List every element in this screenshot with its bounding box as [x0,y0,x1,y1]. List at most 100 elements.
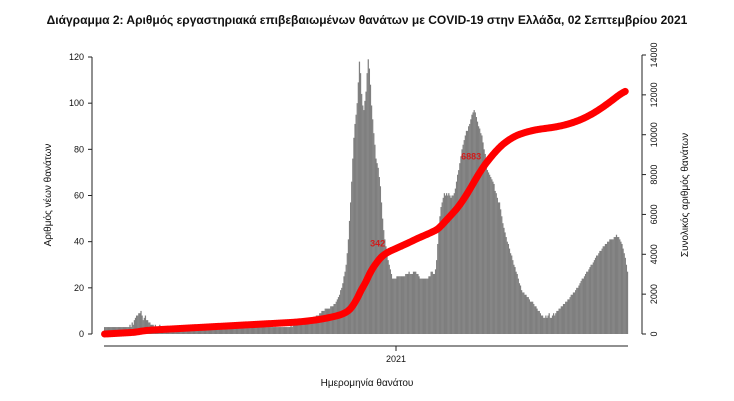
daily-deaths-bar [312,317,314,334]
daily-deaths-bar [530,301,533,334]
daily-deaths-bar [395,278,397,334]
daily-deaths-bar [225,327,227,334]
daily-deaths-bar [362,105,364,334]
daily-deaths-bar [534,306,536,334]
daily-deaths-bar [577,287,579,334]
daily-deaths-bar [539,313,541,334]
left-tick-label: 120 [69,52,84,62]
right-tick-label: 8000 [649,165,659,185]
daily-deaths-bar [440,207,442,334]
daily-deaths-bar [248,327,250,334]
daily-deaths-bar [541,315,544,334]
daily-deaths-bar [625,264,628,334]
daily-deaths-bar [564,303,566,334]
right-tick-label: 2000 [649,284,659,304]
daily-deaths-bar [555,313,557,334]
daily-deaths-bar [406,273,408,334]
daily-deaths-bar [252,327,255,334]
daily-deaths-bar [344,271,346,334]
daily-deaths-bar [626,271,629,334]
daily-deaths-bar [280,327,282,334]
daily-deaths-bar [441,202,443,334]
daily-deaths-bar [436,260,438,334]
right-tick-label: 0 [649,331,659,336]
daily-deaths-bar [592,262,594,334]
daily-deaths-bar [254,327,256,334]
daily-deaths-bar [394,278,396,334]
daily-deaths-bar [616,237,619,334]
daily-deaths-bar [427,278,429,334]
daily-deaths-bar [504,232,506,334]
daily-deaths-bar [590,264,592,334]
daily-deaths-bar [551,315,554,334]
daily-deaths-bar [514,267,516,334]
daily-deaths-bar [614,237,617,334]
daily-deaths-bar [497,202,500,334]
daily-deaths-bar [272,327,275,334]
daily-deaths-bar [604,243,607,334]
daily-deaths-bar [589,267,591,334]
annotation-label: 6883 [461,151,481,161]
daily-deaths-bar [601,248,603,334]
daily-deaths-bar [586,271,588,334]
right-y-axis-label: Συνολικός αριθμός θανάτων [679,133,691,257]
daily-deaths-bar [600,250,602,334]
daily-deaths-bar [373,133,375,334]
daily-deaths-bar [557,310,559,334]
daily-deaths-bar [413,271,416,334]
daily-deaths-bar [567,299,569,335]
daily-deaths-bar [487,172,490,334]
daily-deaths-bar [573,292,576,334]
daily-deaths-bar [450,197,452,334]
daily-deaths-bar [475,117,478,335]
daily-deaths-bar [135,315,138,334]
daily-deaths-bar [350,202,352,334]
daily-deaths-bar [358,61,361,335]
daily-deaths-bar [599,250,601,334]
daily-deaths-bar [348,220,351,334]
daily-deaths-bar [256,327,258,334]
daily-deaths-bar [505,237,507,334]
daily-deaths-bar [291,327,293,334]
daily-deaths-bar [299,322,301,334]
daily-deaths-bar [622,248,624,334]
daily-deaths-bar [235,327,237,334]
daily-deaths-bar [562,303,565,334]
daily-deaths-bar [434,269,437,334]
daily-deaths-bar [608,241,610,334]
daily-deaths-bar [353,137,355,334]
daily-deaths-bar [279,327,281,334]
daily-deaths-bar [544,317,546,334]
daily-deaths-bar [309,317,311,334]
daily-deaths-bar [143,317,145,334]
daily-deaths-bar [579,283,581,334]
daily-deaths-bar [575,290,577,334]
daily-deaths-bar [265,327,267,334]
daily-deaths-bar [421,278,423,334]
left-axis-ticks: 0 20 40 60 80 100 120 [69,52,92,339]
daily-deaths-bar [292,324,294,334]
daily-deaths-bar [250,327,252,334]
daily-deaths-bar [472,112,474,335]
daily-deaths-bar [560,306,562,334]
daily-deaths-bar [365,91,367,335]
daily-deaths-bar [290,324,292,334]
daily-deaths-bar [433,273,436,334]
daily-deaths-bar [548,313,550,334]
daily-deaths-bar [451,195,453,334]
daily-deaths-bar [209,327,212,334]
daily-deaths-bar [490,177,492,334]
daily-deaths-bar [240,327,243,334]
daily-deaths-bar [578,285,580,334]
daily-deaths-bar [568,299,570,335]
daily-deaths-bar [570,294,572,334]
daily-deaths-bar [140,310,142,334]
daily-deaths-bar [535,306,537,334]
daily-deaths-bar [515,271,517,334]
x-axis-ticks: 2021 [386,346,406,364]
daily-deaths-bar [566,301,568,334]
daily-deaths-bar [517,278,519,334]
daily-deaths-bar [227,327,229,334]
daily-deaths-bar [306,320,309,334]
daily-deaths-bar [513,264,515,334]
